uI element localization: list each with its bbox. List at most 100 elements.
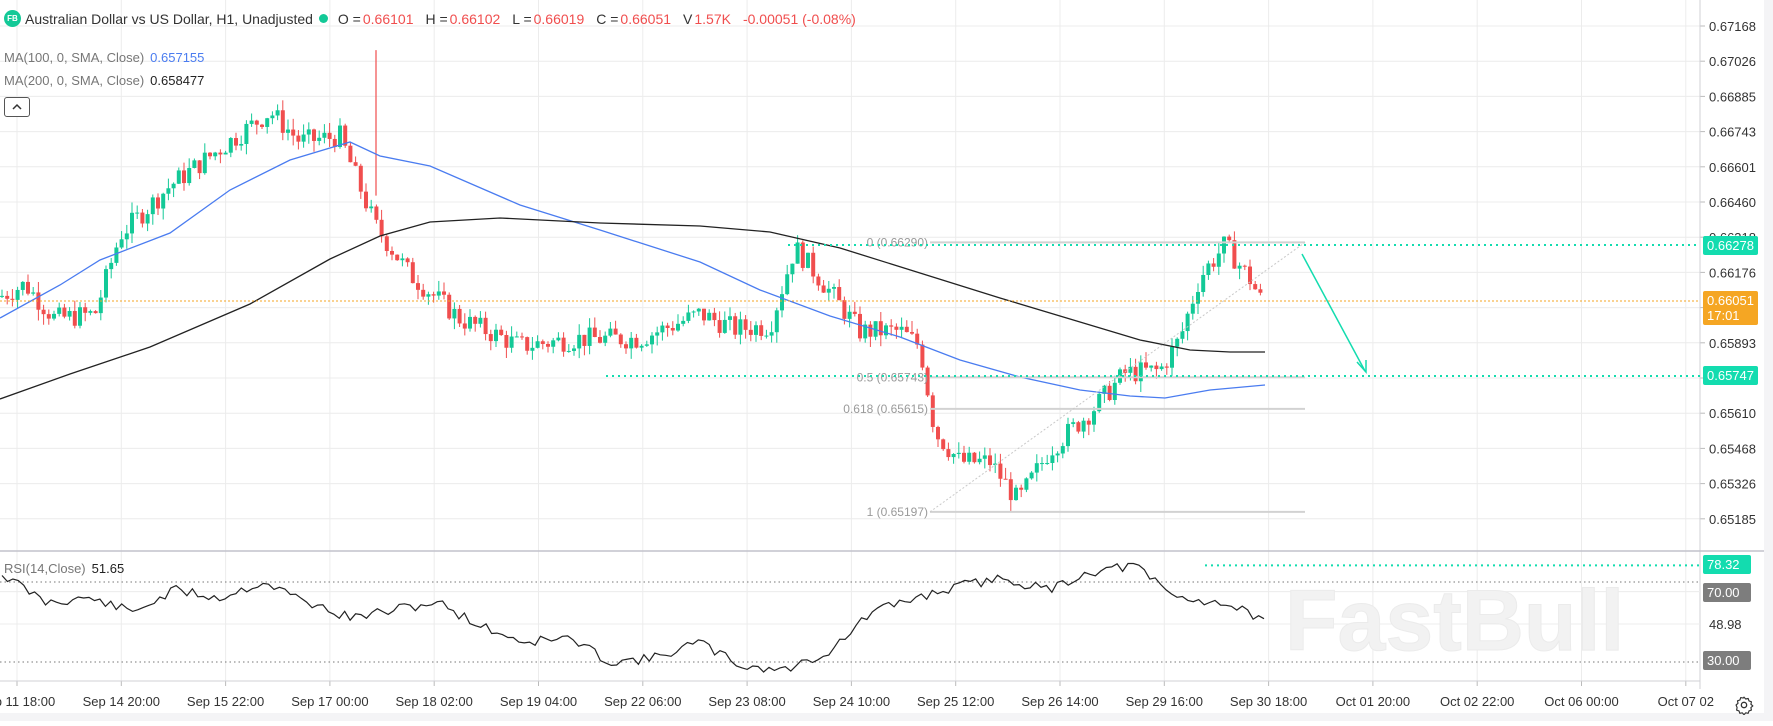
candle-body [1055,453,1060,456]
candle-body [312,129,316,141]
ma200-legend[interactable]: MA(200, 0, SMA, Close) 0.658477 [4,73,204,88]
price-axis-label: 0.65610 [1709,406,1756,421]
candle-body [1196,291,1200,304]
candle-body [566,350,571,352]
collapse-legend-button[interactable] [4,97,30,117]
candle-body [941,439,946,450]
fib-level-label: 0.5 (0.65743) [857,370,928,384]
candle-body [712,312,717,321]
candle-body [171,183,176,189]
candle-body [452,308,457,319]
current-price-value: 0.66051 [1707,293,1754,308]
volume-value: 1.57K [694,10,731,27]
ma100-line[interactable] [0,141,1266,399]
rsi-legend[interactable]: RSI(14,Close) 51.65 [4,561,124,576]
candle-body [592,327,597,338]
candle-body [1185,313,1190,332]
candle-body [384,236,389,251]
candle-body [1045,462,1050,464]
candle-body [260,124,264,127]
price-axis-label: 0.66460 [1709,195,1756,210]
candle-body [1170,346,1174,368]
candle-body [301,134,306,142]
candle-body [36,292,41,310]
candle-body [5,295,10,299]
candle-body [1003,478,1008,480]
candle-body [265,118,270,127]
symbol-title[interactable]: Australian Dollar vs US Dollar, H1, Unad… [25,10,313,27]
candle-body [863,324,868,339]
candle-body [826,288,831,293]
candle-body [390,250,394,255]
candle-body [982,455,987,459]
candle-body [140,212,145,224]
candle-body [785,274,790,295]
candle-body [717,320,722,333]
candle-body [894,326,899,330]
support-price-value: 0.65747 [1707,368,1754,383]
fib-trend-line[interactable] [929,242,1306,513]
forecast-arrow[interactable] [1301,253,1366,372]
price-axis-label: 0.67168 [1709,19,1756,34]
candle-body [722,319,727,333]
candle-body [1242,265,1247,267]
candle-body [556,337,561,341]
candle-body [483,317,488,335]
candle-body [1258,289,1263,293]
time-axis-label: Sep 19 04:00 [500,694,577,709]
ma100-label: MA(100, 0, SMA, Close) [4,50,145,65]
candle-body [608,328,613,336]
rsi-70-value: 70.00 [1707,585,1740,600]
candle-body [1149,365,1154,368]
candle-body [447,294,452,319]
candle-body [275,110,280,116]
candle-body [915,333,920,345]
candle-body [702,308,706,321]
candle-body [920,344,925,368]
candle-body [1237,265,1242,269]
candle-body [228,138,233,153]
candle-body [130,212,134,234]
candle-body [889,325,894,327]
candle-body [1248,266,1252,285]
ma200-line[interactable] [0,217,1265,400]
candle-body [395,254,400,261]
candle-body [1159,366,1164,370]
chevron-up-icon [12,103,22,110]
candle-body [41,309,46,315]
candle-body [1216,253,1221,267]
candle-body [473,316,478,324]
rsi-30-value: 30.00 [1707,653,1740,668]
candle-body [748,329,753,335]
rsi-line[interactable] [1,562,1265,673]
candle-body [936,426,940,440]
candle-body [234,138,238,146]
candle-body [83,307,88,313]
candle-body [946,449,951,458]
candle-body [20,281,25,290]
candle-body [62,307,67,317]
price-axis-label: 0.66743 [1709,125,1756,140]
candle-body [624,344,628,349]
settings-gear-icon[interactable] [1734,695,1754,715]
candle-body [665,325,670,329]
candle-body [254,120,259,125]
candle-body [52,313,56,319]
candle-body [1154,365,1159,370]
time-axis-label: Sep 17 00:00 [291,694,368,709]
candlestick-series[interactable] [0,100,1263,511]
price-axis-label: 0.67026 [1709,54,1756,69]
candle-body [811,252,816,277]
candle-body [192,160,197,168]
candle-body [93,311,98,314]
candle-body [629,337,634,349]
ma100-legend[interactable]: MA(100, 0, SMA, Close) 0.657155 [4,50,204,65]
candle-body [306,129,311,135]
fib-level-label: 1 (0.65197) [867,505,928,519]
candle-body [343,125,348,146]
candle-body [338,125,342,148]
candle-body [400,258,405,261]
candle-body [769,332,774,336]
